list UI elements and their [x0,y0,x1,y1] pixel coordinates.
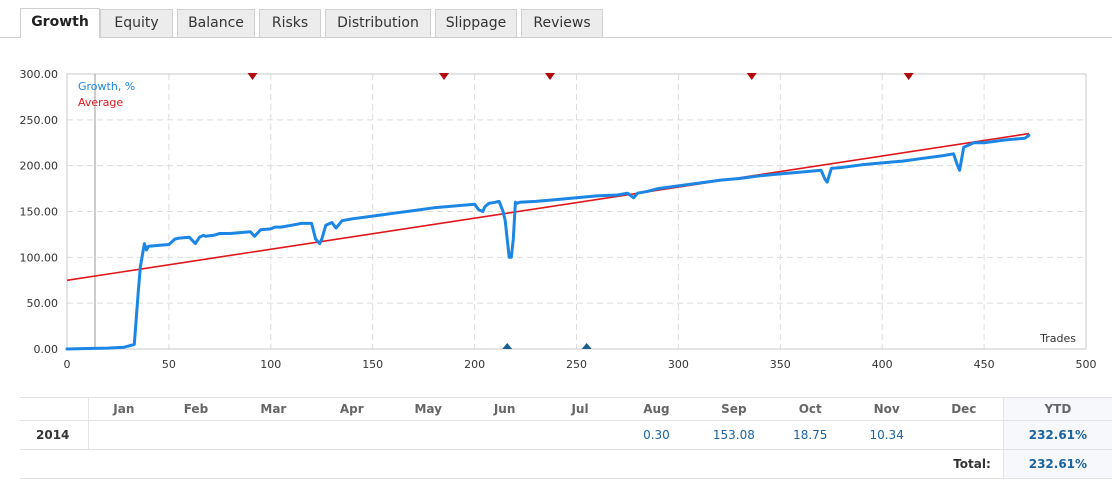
legend-average: Average [78,96,123,109]
tab-balance[interactable]: Balance [177,9,255,37]
legend-growth: Growth, % [78,80,135,93]
tab-slippage[interactable]: Slippage [435,9,517,37]
plot-area-border [66,73,1087,350]
tab-bar: Growth Equity Balance Risks Distribution… [0,0,1112,38]
month-header: Jan [113,402,135,416]
month-value: 153.08 [712,428,755,442]
month-value [88,421,158,450]
y-tick-label: 200.00 [20,160,59,173]
month-value [466,421,542,450]
month-value [543,421,617,450]
x-tick-label: 100 [260,358,281,371]
x-tick-label: 150 [362,358,383,371]
chart-grid [67,74,1086,349]
month-header: Oct [798,402,822,416]
month-value [925,421,1003,450]
growth-line [65,133,1031,351]
month-value: 10.34 [869,428,904,442]
top-event-marker [903,73,914,80]
month-value [159,421,233,450]
monthly-growth-table: Jan Feb Mar Apr May Jun Jul Aug Sep Oct … [20,397,1112,479]
month-header: Sep [721,402,747,416]
y-tick-label: 100.00 [20,251,59,264]
month-value [314,421,390,450]
month-header: Jul [571,402,589,416]
year-header [20,397,89,421]
month-header: Apr [339,402,364,416]
bottom-event-marker [502,343,513,349]
tab-reviews[interactable]: Reviews [521,9,603,37]
month-header: Jun [493,402,516,416]
tab-equity[interactable]: Equity [100,9,173,37]
x-tick-label: 400 [872,358,893,371]
table-row: 2014 0.30 153.08 18.75 10.34 232.61% [20,420,1112,450]
chart-series [65,132,1031,351]
y-tick-label: 300.00 [20,68,59,81]
month-header: Feb [183,402,209,416]
month-value: 18.75 [793,428,828,442]
growth-chart: 0.0050.00100.00150.00200.00250.00300.00 … [20,68,1097,371]
month-header: Aug [643,402,670,416]
x-tick-label: 300 [668,358,689,371]
y-tick-label: 0.00 [34,343,59,356]
y-tick-label: 250.00 [20,114,59,127]
x-tick-label: 50 [162,358,176,371]
top-event-marker [247,73,258,80]
month-header: Dec [951,402,977,416]
top-event-marker [545,73,556,80]
ytd-value: 232.61% [1002,420,1112,450]
total-label: Total: [953,457,991,471]
month-value [390,421,466,450]
x-tick-label: 350 [770,358,791,371]
y-tick-label: 50.00 [27,297,59,310]
month-header: Mar [260,402,287,416]
x-tick-label: 200 [464,358,485,371]
tab-distribution[interactable]: Distribution [325,9,431,37]
x-tick-label: 0 [64,358,71,371]
bottom-event-marker [581,343,592,349]
chart-markers [247,73,914,349]
year-cell: 2014 [20,420,89,450]
top-event-marker [439,73,450,80]
month-header: Nov [873,402,900,416]
month-value [233,421,313,450]
y-axis-ticks: 0.00 50.00 100.00 150.00 200.00 250.00 300.00 [20,68,59,356]
total-row: Total: 232.61% [20,449,1112,479]
x-tick-label: 250 [566,358,587,371]
table-header-row: Jan Feb Mar Apr May Jun Jul Aug Sep Oct … [20,397,1112,421]
x-axis-label: Trades [1039,332,1076,345]
month-value: 0.30 [643,428,670,442]
y-tick-label: 150.00 [20,206,59,219]
tab-risks[interactable]: Risks [259,9,321,37]
x-tick-label: 500 [1076,358,1097,371]
average-line [66,132,1030,282]
ytd-header: YTD [1002,397,1112,421]
x-tick-label: 450 [974,358,995,371]
tab-growth[interactable]: Growth [20,8,100,38]
total-value: 232.61% [1002,449,1112,479]
x-axis-ticks: 0 50 100 150 200 250 300 350 400 450 500 [64,358,1097,371]
top-event-marker [746,73,757,80]
month-header: May [414,402,442,416]
tab-bar-divider [0,37,1112,38]
